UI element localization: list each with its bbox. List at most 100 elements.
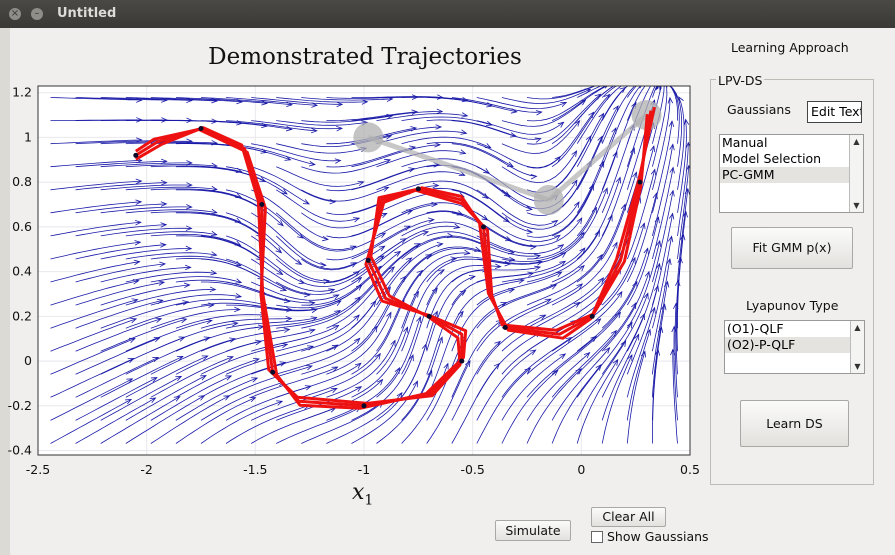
stream-arrow xyxy=(252,357,260,364)
stream-arrow xyxy=(573,301,581,308)
streamline xyxy=(50,378,133,421)
stream-plot[interactable]: -2.5 -2 -1.5 -1 -0.5 0 0.5 1.2 1 0.8 0.6 0.4 0.2 0 -0… xyxy=(0,80,710,480)
streamline xyxy=(251,366,338,398)
streamline xyxy=(601,86,636,144)
stream-arrow xyxy=(160,222,168,228)
velocity-marker xyxy=(637,179,643,185)
stream-arrow xyxy=(573,201,580,209)
stream-arrow xyxy=(186,182,193,188)
streamline xyxy=(626,240,661,329)
gaussians-option-manual[interactable]: Manual xyxy=(722,135,768,150)
gaussians-listbox[interactable]: Manual Model Selection PC-GMM ▲ ▼ xyxy=(719,134,864,213)
learn-ds-button[interactable]: Learn DS xyxy=(740,400,849,447)
x-tick-label: -2 xyxy=(140,462,152,477)
show-gaussians-label[interactable]: Show Gaussians xyxy=(607,529,709,544)
streamline xyxy=(276,97,368,103)
scroll-up-icon[interactable]: ▲ xyxy=(853,137,860,146)
streamline xyxy=(526,112,595,169)
minimize-icon[interactable]: – xyxy=(31,8,43,20)
scroll-down-icon[interactable]: ▼ xyxy=(854,362,861,371)
streamline xyxy=(175,326,264,352)
y-tick-label: 0 xyxy=(24,353,32,368)
streamline xyxy=(351,354,414,421)
stream-arrow xyxy=(311,127,318,134)
gaussians-option-model-selection[interactable]: Model Selection xyxy=(722,151,822,166)
stream-arrow xyxy=(655,262,662,270)
streamline xyxy=(501,302,580,352)
clear-all-button[interactable]: Clear All xyxy=(591,507,666,527)
streamline xyxy=(50,318,137,352)
streamline xyxy=(50,97,142,101)
y-tick-label: 0.2 xyxy=(12,308,32,323)
streamline xyxy=(351,276,406,352)
stream-arrow xyxy=(669,166,675,174)
stream-arrow xyxy=(261,100,269,106)
stream-arrow xyxy=(640,222,646,230)
streamline xyxy=(376,225,460,260)
streamline xyxy=(501,283,583,329)
streamline xyxy=(576,86,622,144)
streamline xyxy=(301,186,389,202)
streamline xyxy=(626,307,655,398)
streamline xyxy=(526,368,582,444)
stream-arrow xyxy=(203,336,211,342)
gaussian-link xyxy=(547,113,649,202)
streamline xyxy=(75,281,165,306)
streamline xyxy=(100,318,187,352)
streamline xyxy=(125,186,217,191)
gaussian-center xyxy=(353,122,384,153)
simulate-button[interactable]: Simulate xyxy=(495,520,571,541)
close-icon[interactable]: × xyxy=(9,8,21,20)
streamline xyxy=(652,236,672,329)
lyapunov-option-qlf[interactable]: (O1)-QLF xyxy=(727,321,784,336)
streamline xyxy=(551,291,623,352)
streamline xyxy=(501,88,591,104)
stream-arrow xyxy=(557,244,565,251)
streamline xyxy=(376,316,421,398)
lyapunov-scrollbar[interactable]: ▲ ▼ xyxy=(850,321,864,373)
stream-arrow xyxy=(560,101,568,107)
streamline xyxy=(50,358,134,398)
streamline xyxy=(426,247,515,261)
streamline xyxy=(225,345,314,375)
streamline xyxy=(251,166,336,203)
velocity-marker xyxy=(198,125,204,131)
stream-arrow xyxy=(159,242,167,248)
streamline xyxy=(576,151,618,237)
stream-arrow xyxy=(209,286,217,292)
streamline xyxy=(326,312,392,375)
streamline xyxy=(175,235,263,261)
stream-arrow xyxy=(594,318,602,325)
streamline xyxy=(426,141,514,167)
stream-arrow xyxy=(280,188,288,195)
stream-arrow xyxy=(604,86,608,89)
stream-arrow xyxy=(276,269,284,276)
stream-arrow xyxy=(176,356,184,362)
stream-arrow xyxy=(459,289,467,296)
show-gaussians-checkbox[interactable] xyxy=(591,531,603,543)
velocity-marker xyxy=(589,313,595,319)
stream-arrow xyxy=(160,201,168,207)
streamline xyxy=(451,302,507,375)
stream-arrow xyxy=(385,134,393,140)
gaussians-scrollbar[interactable]: ▲ ▼ xyxy=(849,135,863,212)
streamline xyxy=(576,127,617,214)
streamline xyxy=(251,143,341,162)
streamline xyxy=(351,219,434,260)
streamline xyxy=(75,299,163,329)
gaussians-option-pc-gmm[interactable]: PC-GMM xyxy=(720,167,849,183)
streamline xyxy=(551,94,610,168)
stream-arrow xyxy=(125,398,133,405)
scroll-up-icon[interactable]: ▲ xyxy=(854,323,861,332)
scroll-down-icon[interactable]: ▼ xyxy=(853,201,860,210)
streamline xyxy=(501,99,586,127)
stream-arrow xyxy=(285,316,293,322)
gaussians-input[interactable]: Edit Text xyxy=(807,101,862,123)
streamline xyxy=(301,159,391,174)
lyapunov-listbox[interactable]: (O1)-QLF (O2)-P-QLF ▲ ▼ xyxy=(724,320,865,374)
lyapunov-option-p-qlf[interactable]: (O2)-P-QLF xyxy=(725,337,850,353)
stream-arrow xyxy=(437,336,443,344)
stream-arrow xyxy=(639,86,642,89)
fit-gmm-button[interactable]: Fit GMM p(x) xyxy=(731,227,853,269)
streamline xyxy=(675,280,679,375)
